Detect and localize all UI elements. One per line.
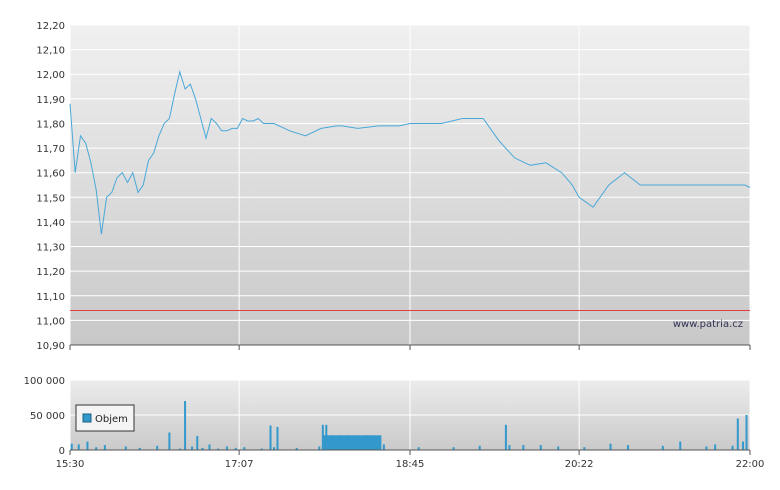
volume-bar: [322, 435, 381, 450]
volume-bar: [522, 445, 525, 450]
volume-bar: [86, 441, 89, 450]
price-y-tick-label: 11,60: [36, 169, 65, 180]
volume-bar: [191, 446, 194, 450]
volume-bar: [731, 445, 734, 450]
watermark: www.patria.cz: [673, 319, 743, 330]
volume-y-axis-labels: 100 000 50 000 0: [24, 376, 65, 457]
x-tick-label: 15:30: [56, 459, 85, 470]
price-y-tick-label: 11,20: [36, 267, 65, 278]
volume-bar: [225, 446, 228, 450]
volume-bar: [745, 415, 748, 450]
volume-bar: [260, 448, 263, 450]
volume-bar: [504, 424, 507, 450]
volume-y-tick-label: 100 000: [24, 376, 65, 387]
price-x-tick-marks: [69, 345, 751, 350]
volume-bar: [156, 445, 159, 450]
volume-bar: [714, 444, 717, 450]
volume-bar: [201, 447, 204, 450]
price-y-axis-labels: 12,20 12,10 12,00 11,90 11,80 11,70 11,60 11,50…: [36, 21, 65, 352]
volume-bar: [138, 447, 141, 450]
volume-bar: [626, 445, 629, 450]
price-y-tick-label: 11,10: [36, 292, 65, 303]
x-tick-label: 22:00: [736, 459, 765, 470]
volume-bars: [70, 401, 748, 450]
volume-bar: [184, 401, 187, 450]
volume-bar: [168, 432, 171, 450]
price-y-tick-label: 12,00: [36, 70, 65, 81]
volume-bar: [557, 446, 560, 450]
volume-bar: [70, 443, 73, 450]
volume-bar: [679, 441, 682, 450]
volume-bar: [452, 447, 455, 450]
volume-bar: [478, 445, 481, 450]
volume-bar: [508, 445, 511, 450]
volume-bar: [318, 446, 321, 450]
price-y-tick-label: 11,30: [36, 243, 65, 254]
volume-bar: [234, 447, 237, 450]
legend-label: Objem: [95, 414, 128, 425]
volume-bar: [736, 418, 739, 450]
volume-bar: [124, 446, 127, 450]
price-y-tick-label: 12,20: [36, 21, 65, 32]
volume-bar: [217, 448, 220, 450]
volume-bar: [661, 445, 664, 450]
price-y-tick-label: 11,40: [36, 218, 65, 229]
volume-y-tick-label: 50 000: [30, 411, 65, 422]
price-y-tick-label: 11,70: [36, 144, 65, 155]
price-line: [69, 69, 751, 235]
price-y-tick-label: 11,00: [36, 316, 65, 327]
volume-legend: Objem: [75, 404, 135, 432]
price-vertical-gridlines: [69, 25, 751, 345]
volume-bar: [77, 444, 80, 450]
volume-bar: [382, 444, 385, 450]
x-tick-label: 17:07: [225, 459, 254, 470]
volume-bar: [417, 447, 420, 450]
x-tick-label: 20:22: [565, 459, 594, 470]
volume-x-axis-labels: 15:30 17:07 18:45 20:22 22:00: [56, 450, 765, 470]
volume-bar: [208, 444, 211, 450]
volume-bar: [539, 445, 542, 450]
price-y-tick-label: 11,50: [36, 193, 65, 204]
volume-y-tick-label: 0: [59, 446, 65, 457]
volume-bar: [196, 436, 199, 450]
volume-bar: [705, 446, 708, 450]
price-y-tick-label: 11,80: [36, 119, 65, 130]
volume-bar: [583, 447, 586, 450]
price-y-tick-label: 11,90: [36, 95, 65, 106]
volume-bar: [103, 445, 106, 450]
volume-bar: [276, 426, 279, 450]
legend-swatch: [82, 413, 92, 423]
price-y-tick-label: 12,10: [36, 46, 65, 57]
volume-bar: [269, 425, 272, 450]
volume-bar: [95, 447, 98, 450]
volume-bar: [609, 443, 612, 450]
price-y-tick-label: 10,90: [36, 341, 65, 352]
volume-bar: [273, 447, 275, 450]
volume-bar: [243, 447, 246, 450]
volume-bar: [742, 441, 745, 450]
volume-bar: [295, 447, 298, 450]
volume-bar: [178, 448, 181, 450]
x-tick-label: 18:45: [396, 459, 425, 470]
